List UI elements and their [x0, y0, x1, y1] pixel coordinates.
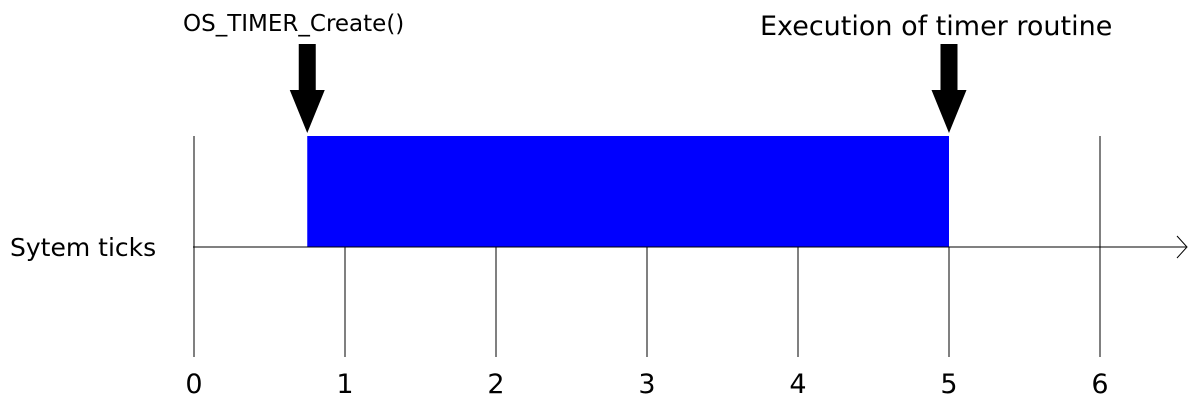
timer-period-bar [307, 136, 949, 247]
axis-arrowhead-icon [1176, 235, 1188, 259]
tick-label: 6 [1091, 369, 1108, 398]
tick-label: 0 [185, 369, 202, 398]
tick-label: 2 [487, 369, 504, 398]
tick-group: 0 1 2 3 4 5 6 [185, 136, 1109, 398]
tick-label: 1 [336, 369, 353, 398]
tick-label: 3 [638, 369, 655, 398]
tick-label: 5 [940, 369, 957, 398]
tick-label: 4 [789, 369, 806, 398]
axis-label: Sytem ticks [10, 233, 156, 262]
execute-annotation-label: Execution of timer routine [760, 11, 1112, 42]
execute-down-arrow-icon [931, 44, 967, 133]
create-down-arrow-icon [289, 44, 325, 133]
create-annotation-label: OS_TIMER_Create() [183, 11, 404, 37]
